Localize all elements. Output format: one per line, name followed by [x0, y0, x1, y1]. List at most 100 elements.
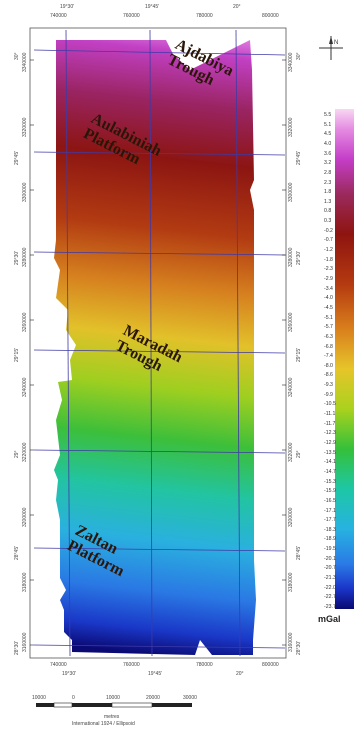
left-tick-m-6: 3240000 — [22, 377, 28, 397]
grid-lon-3 — [235, 29, 241, 657]
scale-label-2: 0 — [72, 695, 75, 701]
color-scale-value: -5.7 — [324, 324, 333, 331]
color-scale-value: -6.8 — [324, 343, 333, 350]
gravity-map — [29, 27, 287, 659]
color-scale-value: -22.7 — [324, 594, 336, 601]
gravity-surface — [54, 40, 256, 655]
color-scale-value: -17.7 — [324, 517, 336, 524]
color-scale-value: -15.3 — [324, 478, 336, 485]
color-scale-value: -20.1 — [324, 555, 336, 562]
left-tick-deg-4: 29°15' — [14, 347, 20, 362]
bottom-tick-deg-2: 19°45' — [148, 671, 163, 677]
color-scale-value: -3.4 — [324, 285, 333, 292]
top-tick-m-3: 780000 — [196, 13, 213, 19]
color-scale-value: -2.3 — [324, 266, 333, 273]
right-tick-deg-1: 30° — [296, 52, 302, 60]
left-tick-m-1: 3340000 — [22, 52, 28, 72]
color-scale-value: -13.5 — [324, 449, 336, 456]
left-tick-m-9: 3180000 — [22, 572, 28, 592]
left-tick-deg-7: 28°30' — [14, 640, 20, 655]
color-scale-value: 1.8 — [324, 189, 332, 196]
grid-lat-2 — [33, 151, 286, 156]
bottom-tick-deg-1: 19°30' — [62, 671, 77, 677]
left-tick-m-2: 3320000 — [22, 117, 28, 137]
color-scale-value: -9.9 — [324, 391, 333, 398]
color-scale-value: -6.3 — [324, 333, 333, 340]
bottom-tick-m-4: 800000 — [262, 662, 279, 668]
color-scale-value: -16.5 — [324, 497, 336, 504]
color-scale-value: -12.9 — [324, 440, 336, 446]
top-tick-deg-1: 19°30' — [60, 4, 75, 10]
left-tick-m-10: 3160000 — [22, 632, 28, 652]
color-scale-value: 2.8 — [324, 169, 332, 176]
right-tick-m-5: 3260000 — [288, 312, 294, 332]
color-scale-value: -0.7 — [324, 237, 333, 244]
color-scale-value: -7.4 — [324, 353, 333, 360]
right-tick-m-8: 3200000 — [288, 507, 294, 527]
color-scale-value: -4.5 — [324, 304, 333, 311]
color-scale-value: -15.9 — [324, 488, 336, 495]
color-scale-value: -4.0 — [324, 295, 333, 302]
right-tick-deg-7: 28°30' — [296, 640, 302, 655]
color-scale-value: -19.5 — [324, 546, 336, 553]
grid-lon-1 — [65, 29, 71, 657]
scale-unit: metres — [104, 714, 120, 720]
left-tick-deg-3: 29°30' — [14, 250, 20, 265]
right-tick-m-6: 3240000 — [288, 377, 294, 397]
color-scale-value: -14.1 — [324, 459, 336, 466]
north-arrow-icon: N — [319, 36, 343, 60]
right-tick-m-4: 3280000 — [288, 247, 294, 267]
grid-lat-7 — [33, 644, 286, 649]
bottom-tick-m-2: 760000 — [123, 662, 140, 668]
color-scale-unit: mGal — [318, 614, 341, 624]
color-scale-value: 5.1 — [324, 121, 332, 128]
top-tick-m-1: 740000 — [50, 13, 67, 19]
right-tick-deg-5: 29° — [296, 450, 302, 458]
color-scale-value: -11.7 — [324, 420, 336, 427]
color-scale-value: -10.5 — [324, 401, 336, 408]
right-tick-m-9: 3180000 — [288, 572, 294, 592]
right-tick-deg-4: 29°15' — [296, 347, 302, 362]
color-scale-value: 0.3 — [324, 218, 332, 225]
color-scale-value: -18.9 — [324, 536, 336, 543]
right-tick-m-3: 3300000 — [288, 182, 294, 202]
color-scale-value: -17.1 — [324, 507, 336, 514]
color-scale-value: 1.3 — [324, 198, 332, 205]
color-scale-value: -11.1 — [324, 411, 336, 418]
left-tick-m-3: 3300000 — [22, 182, 28, 202]
color-scale-value: -2.9 — [324, 276, 333, 282]
right-tick-deg-6: 28°45' — [296, 545, 302, 560]
grid-lat-3 — [33, 251, 286, 256]
right-tick-m-7: 3220000 — [288, 442, 294, 462]
grid-lat-6 — [33, 547, 286, 552]
right-tick-deg-2: 29°45' — [296, 150, 302, 165]
color-scale-value: -9.3 — [324, 382, 333, 389]
right-tick-m-1: 3340000 — [288, 52, 294, 72]
left-tick-deg-6: 28°45' — [14, 545, 20, 560]
left-tick-deg-2: 29°45' — [14, 150, 20, 165]
top-tick-deg-3: 20° — [233, 4, 241, 10]
north-label: N — [334, 40, 338, 46]
right-tick-m-10: 3160000 — [288, 632, 294, 652]
left-tick-m-8: 3200000 — [22, 507, 28, 527]
left-tick-m-4: 3280000 — [22, 247, 28, 267]
grid-lat-5 — [33, 449, 286, 454]
scale-label-1: 10000 — [32, 695, 46, 701]
left-tick-deg-1: 30° — [14, 52, 20, 60]
scale-label-3: 10000 — [106, 695, 120, 701]
color-scale-bar — [335, 109, 354, 609]
scale-bar — [36, 702, 192, 708]
bottom-tick-m-1: 740000 — [50, 662, 67, 668]
top-tick-m-4: 800000 — [262, 13, 279, 19]
bottom-tick-m-3: 780000 — [196, 662, 213, 668]
color-scale-value: -20.7 — [324, 565, 336, 572]
color-scale-value: 5.5 — [324, 112, 332, 118]
color-scale-value: -1.2 — [324, 247, 333, 254]
color-scale-value: -8.6 — [324, 372, 333, 379]
grid-lat-1 — [33, 49, 286, 56]
right-tick-m-2: 3320000 — [288, 117, 294, 137]
color-scale-value: -18.3 — [324, 526, 336, 533]
color-scale-value: 2.3 — [324, 179, 332, 186]
top-tick-m-2: 760000 — [123, 13, 140, 19]
color-scale-value: -5.1 — [324, 314, 333, 321]
